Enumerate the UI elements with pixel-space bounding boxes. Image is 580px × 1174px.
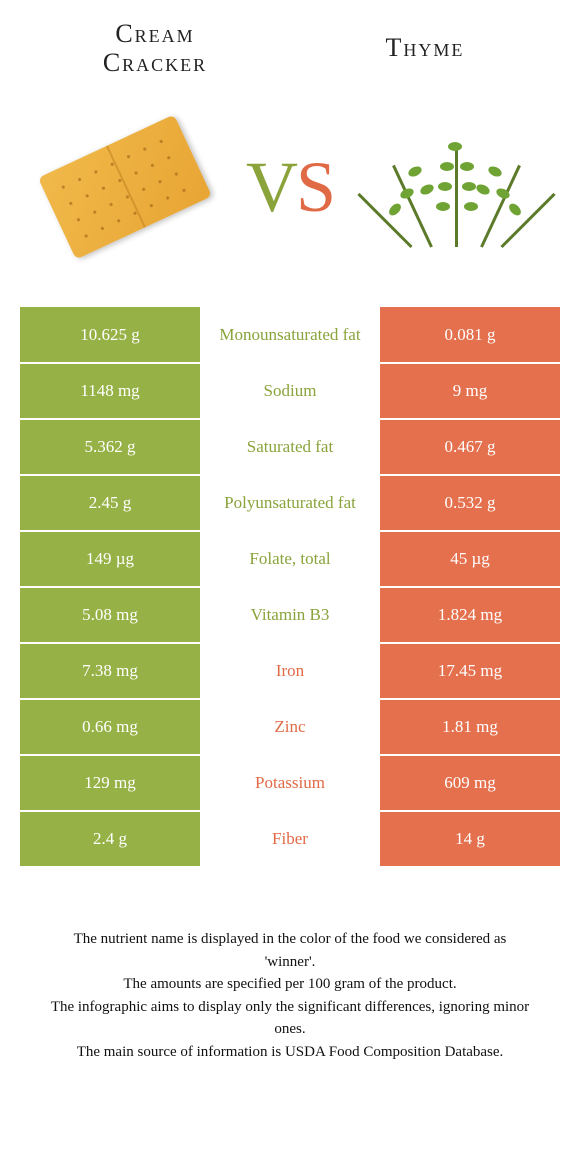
footer-line-4: The main source of information is USDA F… [50, 1041, 530, 1064]
left-value: 2.45 g [20, 475, 200, 531]
table-row: 1148 mg Sodium 9 mg [20, 363, 560, 419]
nutrient-label-text: Vitamin B3 [251, 605, 330, 624]
right-food-title: Thyme [290, 20, 560, 63]
right-value: 0.081 g [380, 307, 560, 363]
nutrient-label-text: Fiber [272, 829, 308, 848]
nutrient-label: Potassium [200, 755, 380, 811]
footer-line-3: The infographic aims to display only the… [50, 996, 530, 1041]
nutrient-label-text: Monounsaturated fat [219, 325, 360, 344]
right-value: 9 mg [380, 363, 560, 419]
table-row: 7.38 mg Iron 17.45 mg [20, 643, 560, 699]
left-value: 1148 mg [20, 363, 200, 419]
left-value: 10.625 g [20, 307, 200, 363]
nutrient-label-text: Zinc [274, 717, 305, 736]
table-row: 5.362 g Saturated fat 0.467 g [20, 419, 560, 475]
table-row: 0.66 mg Zinc 1.81 mg [20, 699, 560, 755]
left-food-image [35, 107, 215, 267]
table-row: 129 mg Potassium 609 mg [20, 755, 560, 811]
right-value: 0.532 g [380, 475, 560, 531]
nutrient-label: Sodium [200, 363, 380, 419]
table-row: 10.625 g Monounsaturated fat 0.081 g [20, 307, 560, 363]
right-value: 14 g [380, 811, 560, 867]
header: Cream Cracker Thyme [20, 20, 560, 77]
right-value: 1.81 mg [380, 699, 560, 755]
vs-label: VS [246, 146, 334, 229]
footer-notes: The nutrient name is displayed in the co… [20, 868, 560, 1063]
left-title-line2: Cracker [20, 49, 290, 78]
nutrient-label-text: Saturated fat [247, 437, 333, 456]
image-row: VS [20, 97, 560, 277]
table-row: 2.45 g Polyunsaturated fat 0.532 g [20, 475, 560, 531]
nutrient-label-text: Iron [276, 661, 304, 680]
nutrient-label: Monounsaturated fat [200, 307, 380, 363]
nutrient-label: Saturated fat [200, 419, 380, 475]
left-value: 5.08 mg [20, 587, 200, 643]
table-row: 149 µg Folate, total 45 µg [20, 531, 560, 587]
left-value: 0.66 mg [20, 699, 200, 755]
left-value: 5.362 g [20, 419, 200, 475]
right-food-image [365, 107, 545, 267]
right-value: 17.45 mg [380, 643, 560, 699]
vs-v: V [246, 147, 296, 227]
table-row: 2.4 g Fiber 14 g [20, 811, 560, 867]
nutrient-label: Vitamin B3 [200, 587, 380, 643]
left-value: 129 mg [20, 755, 200, 811]
left-value: 149 µg [20, 531, 200, 587]
right-value: 0.467 g [380, 419, 560, 475]
nutrient-label: Zinc [200, 699, 380, 755]
left-food-title: Cream Cracker [20, 20, 290, 77]
thyme-icon [370, 117, 540, 257]
right-value: 1.824 mg [380, 587, 560, 643]
nutrient-label-text: Potassium [255, 773, 325, 792]
nutrient-label: Fiber [200, 811, 380, 867]
left-value: 7.38 mg [20, 643, 200, 699]
right-value: 609 mg [380, 755, 560, 811]
nutrient-label: Iron [200, 643, 380, 699]
left-title-line1: Cream [20, 20, 290, 49]
table-row: 5.08 mg Vitamin B3 1.824 mg [20, 587, 560, 643]
footer-line-2: The amounts are specified per 100 gram o… [50, 973, 530, 996]
vs-s: S [296, 147, 334, 227]
left-value: 2.4 g [20, 811, 200, 867]
footer-line-1: The nutrient name is displayed in the co… [50, 928, 530, 973]
comparison-table: 10.625 gMonounsaturated fat0.081 g1148 m… [20, 307, 560, 868]
nutrient-label-text: Polyunsaturated fat [224, 493, 356, 512]
nutrient-label: Folate, total [200, 531, 380, 587]
cracker-icon [38, 115, 212, 260]
nutrient-label-text: Sodium [264, 381, 317, 400]
right-value: 45 µg [380, 531, 560, 587]
nutrient-label: Polyunsaturated fat [200, 475, 380, 531]
nutrient-label-text: Folate, total [249, 549, 330, 568]
